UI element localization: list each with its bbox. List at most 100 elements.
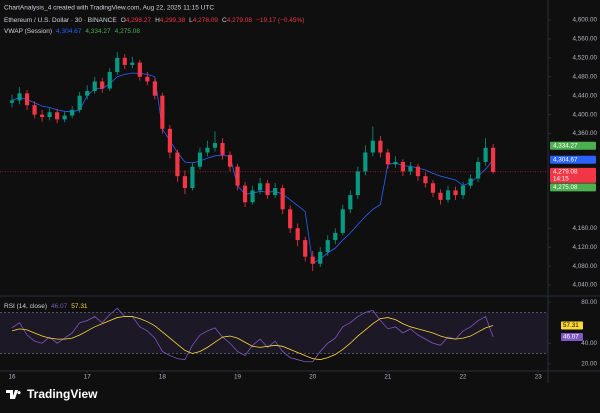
x-tick-label: 19 (234, 374, 242, 381)
vwap-value: 4,275.08 (115, 28, 141, 35)
ohlc-value: 4,279.08 (227, 17, 253, 24)
price-tag-label: 4,304.67 (553, 156, 578, 163)
candle-body (273, 188, 278, 196)
y-tick-label: 4,600.00 (572, 17, 597, 24)
candle-body (325, 240, 330, 252)
footer-text: TradingView (27, 387, 98, 401)
candle-body (122, 57, 127, 65)
candle-body (32, 105, 37, 115)
candle-body (17, 93, 22, 101)
candle-body (47, 112, 52, 117)
x-tick-label: 20 (309, 374, 317, 381)
candle-body (24, 93, 30, 106)
candle-body (62, 115, 67, 120)
ohlc-key: O (121, 17, 126, 24)
rsi-tag-label: 57.31 (563, 322, 579, 329)
candle-body (393, 161, 398, 165)
vwap-legend: VWAP (Session) 4,304.67 4,334.27 4,275.08 (4, 28, 140, 35)
x-tick-label: 21 (384, 374, 392, 381)
rsi-legend: RSI (14, close) 46.07 57.31 (4, 303, 88, 310)
y-tick-label: 4,120.00 (572, 244, 597, 251)
ohlc-value: 4,299.38 (160, 17, 186, 24)
vwap-name: VWAP (Session) (4, 28, 52, 35)
candle-body (160, 95, 165, 129)
rsi-tag (561, 333, 583, 342)
y-tick-label: 4,040.00 (572, 282, 597, 289)
candle-body (77, 95, 82, 110)
candle-body (370, 140, 375, 153)
rsi-tick-label: 80.00 (581, 299, 597, 306)
candle-body (348, 195, 353, 210)
candle-body (491, 147, 496, 172)
rsi-line (11, 307, 494, 363)
x-tick-label: 17 (84, 374, 92, 381)
y-tick-label: 4,480.00 (572, 73, 597, 80)
candle-body (167, 128, 172, 153)
rsi-name: RSI (14, close) (4, 303, 47, 310)
candle-body (475, 161, 481, 179)
y-tick-label: 4,440.00 (572, 92, 597, 99)
price-tag (550, 141, 596, 150)
rsi-line (11, 316, 494, 361)
candle-body (265, 183, 270, 196)
y-tick-label: 4,080.00 (572, 263, 597, 270)
candle-body (385, 152, 390, 165)
y-tick-label: 4,560.00 (572, 36, 597, 43)
candle-body (400, 161, 406, 172)
candle-body (318, 251, 323, 264)
rsi-tag (561, 321, 583, 330)
ohlc-key: C (222, 17, 227, 24)
candle-body (288, 209, 293, 229)
candle-body (212, 143, 218, 148)
symbol-legend: Ethereum / U.S. Dollar · 30 · BINANCE O4,… (4, 17, 304, 24)
candle-body (333, 232, 338, 241)
candle-body (242, 185, 248, 203)
rsi-band-fill (0, 312, 548, 354)
candle-body (250, 190, 255, 203)
price-tag-countdown: 14:15 (553, 176, 569, 183)
candle-body (227, 154, 233, 167)
y-tick-label: 4,520.00 (572, 54, 597, 61)
candle-body (197, 152, 203, 167)
ohlc-value: 4,278.09 (193, 17, 219, 24)
candle-body (295, 228, 300, 241)
candle-body (438, 192, 443, 200)
change: −19.17 (−0.45%) (256, 17, 304, 24)
rsi-tag-label: 46.07 (563, 334, 579, 341)
candle-body (39, 114, 45, 117)
candle-body (408, 166, 413, 172)
candle-body (85, 90, 90, 96)
logo-icon (6, 390, 21, 399)
y-tick-label: 4,400.00 (572, 111, 597, 118)
rsi-tick-label: 40.00 (581, 340, 597, 347)
x-tick-label: 22 (460, 374, 468, 381)
candle-body (453, 190, 458, 196)
candle-body (445, 190, 451, 200)
candle-body (430, 183, 436, 193)
candle-body (363, 152, 368, 172)
candle-body (55, 112, 60, 120)
x-tick-label: 23 (535, 374, 543, 381)
candle-body (220, 143, 225, 155)
candle-body (235, 166, 240, 186)
price-tag-label: 4,275.08 (553, 184, 578, 191)
candle-body (280, 188, 285, 210)
candle-body (415, 166, 421, 177)
price-tag (550, 183, 596, 192)
candle-body (483, 147, 488, 162)
credit: ChartAnalysis_4 created with TradingView… (4, 5, 214, 12)
candle-body (468, 178, 473, 186)
candle-body (175, 152, 180, 177)
candle-body (107, 72, 112, 89)
ohlc-key: H (155, 17, 160, 24)
candle-body (92, 81, 97, 91)
candle-body (70, 109, 75, 116)
candle-body (115, 57, 120, 73)
candle-body (460, 185, 466, 196)
rsi-tick-label: 20.00 (581, 360, 597, 367)
y-tick-label: 4,360.00 (572, 130, 597, 137)
price-tag-label: 4,334.27 (553, 142, 578, 149)
candle-body (355, 171, 360, 196)
x-tick-label: 16 (9, 374, 17, 381)
